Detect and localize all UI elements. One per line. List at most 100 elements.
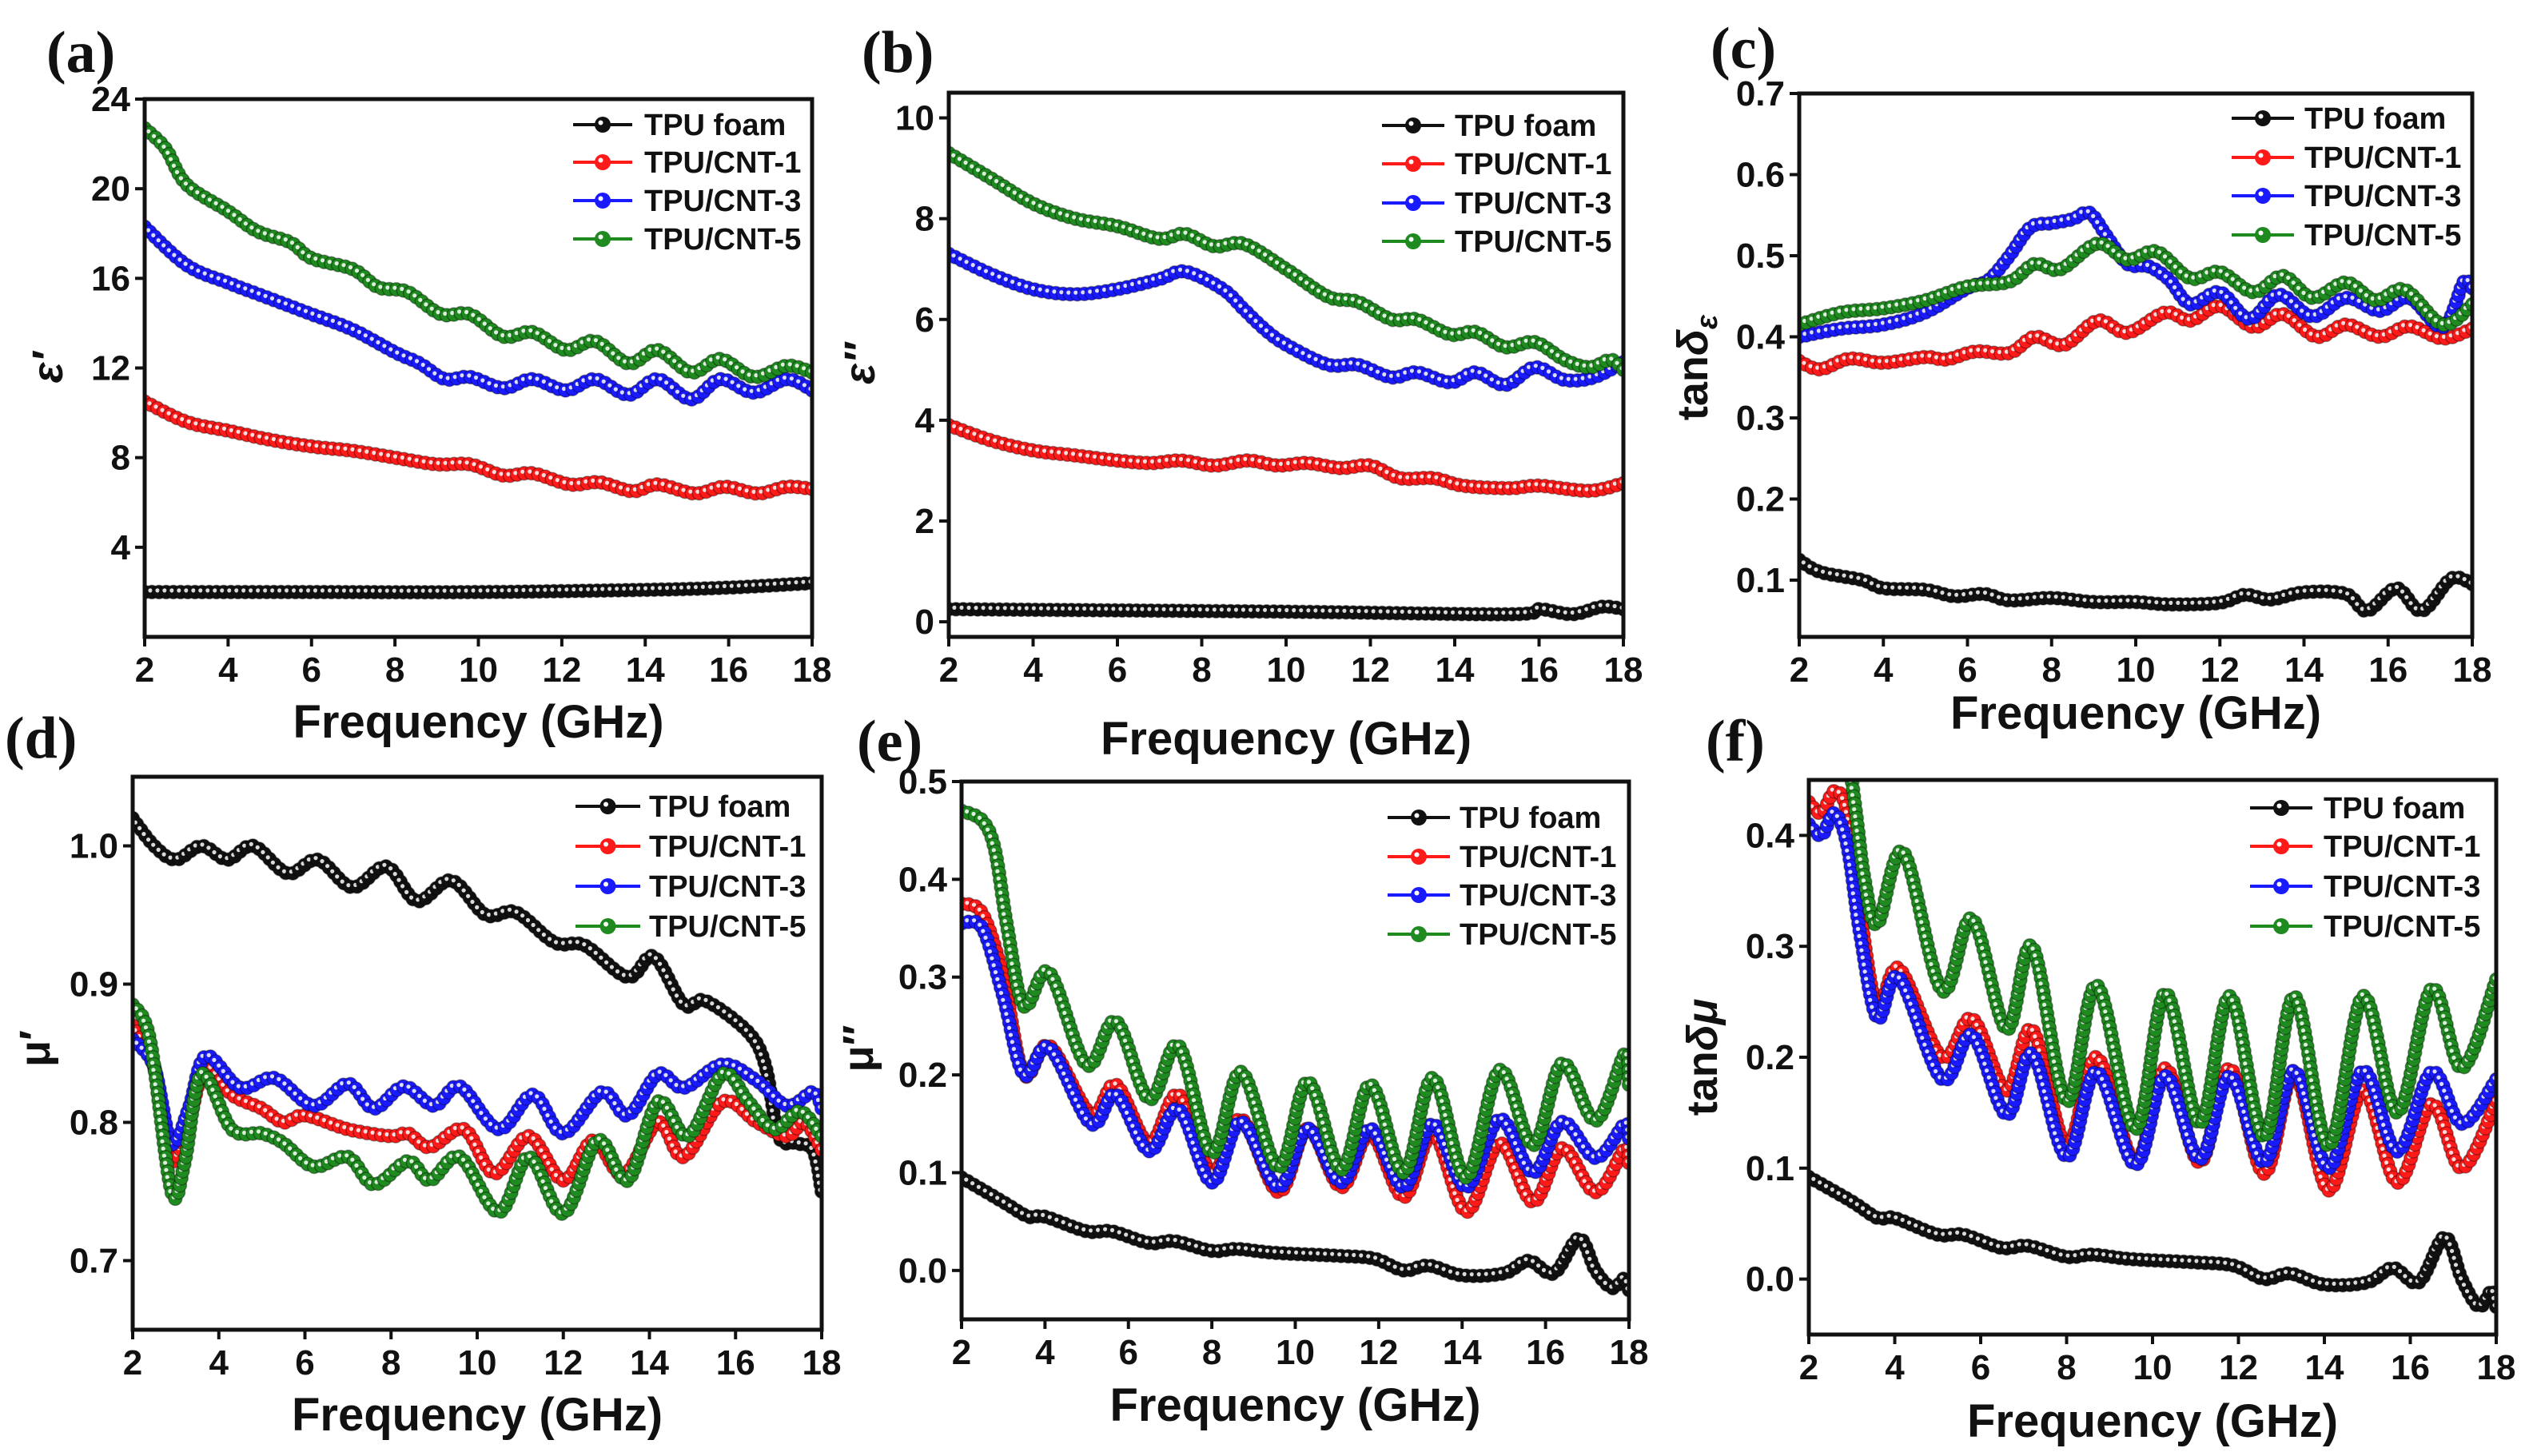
marker-highlight <box>2099 240 2104 245</box>
marker-highlight <box>1109 1227 1115 1232</box>
y-axis-title-part: ε′ <box>24 351 72 384</box>
marker-highlight <box>542 1154 548 1159</box>
marker-highlight <box>368 1180 372 1185</box>
marker-highlight <box>478 464 484 469</box>
marker-highlight <box>442 588 447 593</box>
marker-highlight <box>412 1088 416 1093</box>
marker-highlight <box>1940 591 1945 595</box>
marker-highlight <box>493 911 499 916</box>
marker-highlight <box>175 855 180 860</box>
marker-highlight <box>392 588 396 593</box>
marker-highlight <box>647 347 652 352</box>
marker-highlight <box>546 1160 551 1165</box>
marker-highlight <box>1862 578 1868 583</box>
marker-highlight <box>723 376 728 381</box>
marker-highlight <box>2152 265 2157 270</box>
marker-highlight <box>966 605 971 611</box>
marker-highlight <box>213 201 218 205</box>
marker-highlight <box>449 1084 454 1088</box>
marker-highlight <box>601 379 606 384</box>
marker-highlight <box>1243 456 1248 461</box>
marker-highlight <box>2350 295 2355 300</box>
marker-highlight <box>370 588 375 593</box>
marker-highlight <box>277 588 282 593</box>
marker-highlight <box>752 1039 758 1044</box>
marker-highlight <box>2236 281 2240 286</box>
marker-highlight <box>1441 477 1446 482</box>
marker-highlight <box>539 1100 544 1105</box>
marker-highlight <box>2368 331 2372 336</box>
marker-highlight <box>2103 319 2108 324</box>
marker-highlight <box>340 879 345 884</box>
marker-highlight <box>977 907 982 912</box>
marker-highlight <box>1442 1141 1447 1146</box>
marker-highlight <box>1181 1113 1185 1118</box>
marker-highlight <box>2068 595 2073 601</box>
marker-highlight <box>1229 1245 1234 1250</box>
marker-highlight <box>611 351 615 356</box>
marker-highlight <box>686 585 691 590</box>
marker-highlight <box>217 854 222 859</box>
marker-highlight <box>464 309 469 315</box>
marker-highlight <box>2303 327 2308 332</box>
marker-highlight <box>802 366 806 371</box>
marker-highlight <box>1559 376 1563 380</box>
marker-highlight <box>2400 589 2405 594</box>
marker-highlight <box>448 1154 453 1159</box>
legend-item: TPU/CNT-3 <box>576 870 806 904</box>
marker-highlight <box>2233 305 2238 310</box>
marker-highlight <box>1300 351 1305 356</box>
marker-highlight <box>414 1164 419 1169</box>
marker-highlight <box>2115 327 2120 332</box>
marker-highlight <box>715 1004 721 1010</box>
marker-highlight <box>282 1081 287 1086</box>
marker-highlight <box>1017 606 1022 611</box>
marker-highlight <box>1294 1250 1299 1255</box>
marker-highlight <box>348 265 353 270</box>
marker-highlight <box>1822 312 1828 317</box>
marker-highlight <box>1971 281 1976 286</box>
marker-highlight <box>424 302 428 307</box>
marker-highlight <box>1336 464 1340 469</box>
marker-highlight <box>1510 343 1515 348</box>
marker-highlight <box>1237 1245 1241 1250</box>
marker-highlight <box>200 1053 205 1058</box>
marker-highlight <box>283 237 288 242</box>
marker-highlight <box>421 459 426 463</box>
marker-highlight <box>1928 305 1933 310</box>
marker-highlight <box>2045 220 2049 225</box>
marker-highlight <box>1906 356 1910 360</box>
marker-highlight <box>1400 609 1404 615</box>
marker-highlight <box>2163 274 2168 279</box>
marker-highlight <box>1403 370 1408 375</box>
marker-highlight <box>1416 369 1421 374</box>
marker-highlight <box>743 583 748 587</box>
legend-marker-icon <box>2255 227 2271 243</box>
marker-highlight <box>237 217 242 221</box>
marker-highlight <box>2258 153 2264 158</box>
marker-highlight <box>1294 347 1299 352</box>
panel-label: (d) <box>5 706 77 771</box>
marker-highlight <box>1114 222 1119 227</box>
marker-highlight <box>667 483 672 488</box>
marker-highlight <box>803 1141 808 1146</box>
marker-highlight <box>429 306 434 311</box>
marker-highlight <box>700 584 706 590</box>
marker-highlight <box>1342 608 1347 613</box>
marker-highlight <box>2341 320 2346 325</box>
marker-highlight <box>521 328 526 333</box>
marker-highlight <box>382 344 387 348</box>
marker-highlight <box>1211 280 1216 285</box>
marker-highlight <box>500 909 505 913</box>
marker-highlight <box>1852 324 1857 328</box>
marker-highlight <box>798 1119 803 1124</box>
marker-highlight <box>707 584 713 589</box>
marker-highlight <box>321 258 325 263</box>
marker-highlight <box>1006 186 1011 191</box>
marker-highlight <box>536 928 541 933</box>
marker-highlight <box>325 864 330 869</box>
marker-highlight <box>2176 600 2181 606</box>
marker-highlight <box>1130 281 1135 287</box>
marker-highlight <box>605 346 610 351</box>
